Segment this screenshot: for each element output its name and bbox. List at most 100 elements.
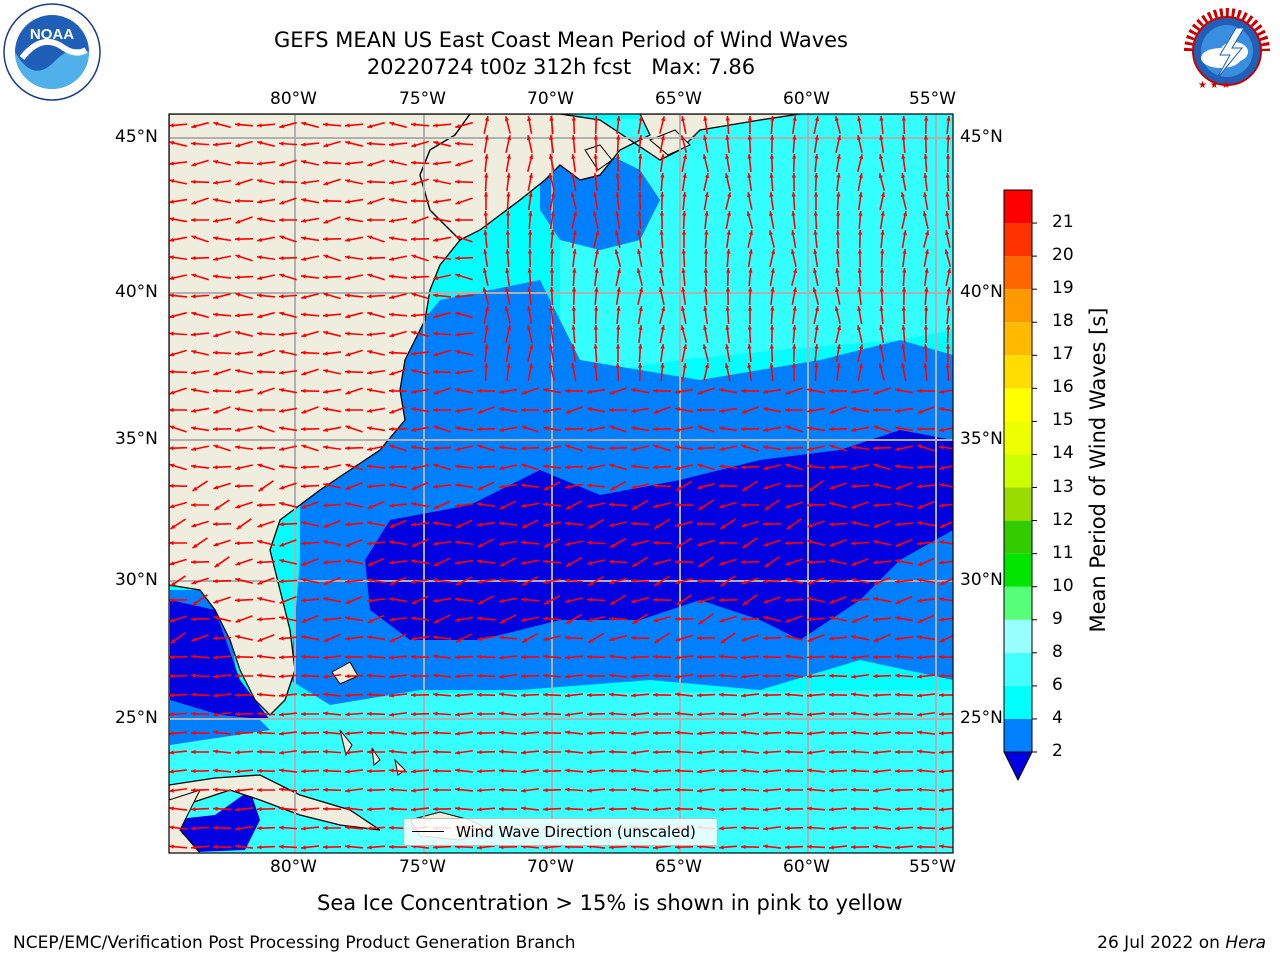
wave-direction-arrowhead [213,218,218,223]
wave-direction-arrowhead [499,465,505,471]
wave-direction-arrowhead [257,580,263,585]
wave-direction-arrowhead [653,483,658,488]
wave-direction-arrowhead [720,638,726,644]
wave-direction-arrowhead [631,426,636,431]
wave-direction-arrowhead [594,249,599,255]
wave-direction-arrowhead [257,523,263,528]
wave-direction-arrowhead [829,807,834,812]
wave-direction-arrowhead [807,408,812,413]
wave-direction-arrowhead [235,181,241,186]
wave-direction-arrowhead [807,426,812,431]
wave-direction-arrowhead [548,173,553,179]
wave-direction-arrowhead [829,730,834,736]
wave-direction-arrowhead [367,349,373,355]
wave-direction-arrowhead [433,711,438,716]
wave-direction-arrowhead [521,769,526,774]
wave-direction-arrowhead [785,561,791,566]
wave-direction-arrowhead [571,287,577,292]
wave-direction-arrowhead [499,635,504,640]
wave-direction-arrowhead [455,235,461,240]
wave-direction-arrowhead [747,135,752,140]
wave-direction-arrowhead [902,211,908,217]
wave-direction-arrowhead [528,211,533,216]
wave-direction-arrowhead [411,143,417,148]
wave-direction-arrowhead [323,368,329,374]
wave-direction-arrowhead [301,730,306,736]
wave-direction-arrowhead [719,388,725,393]
colorbar-tick-label: 13 [1052,476,1074,497]
wave-direction-arrowhead [895,464,900,469]
wave-direction-arrowhead [725,325,730,330]
wave-direction-arrowhead [411,407,416,412]
wave-direction-arrowhead [345,255,350,260]
wave-direction-arrowhead [433,446,438,451]
wave-direction-arrowhead [367,256,372,261]
wave-direction-arrowhead [455,179,460,184]
wave-direction-arrowhead [345,217,350,222]
wave-direction-arrowhead [411,636,416,641]
wave-direction-arrowhead [323,445,328,450]
footer-date-text: 26 Jul 2022 on [1097,933,1226,953]
colorbar-segment [1004,718,1032,752]
wave-direction-arrowhead [213,465,218,470]
wave-direction-arrowhead [235,844,240,849]
wave-direction-arrowhead [814,344,819,349]
wave-direction-arrowhead [433,561,439,566]
wave-direction-arrowhead [389,388,394,394]
wave-direction-arrowhead [834,116,839,122]
wave-direction-arrowhead [301,180,306,185]
wave-direction-arrowhead [879,135,884,140]
wave-direction-arrowhead [191,179,196,184]
wave-direction-arrowhead [301,692,306,698]
wave-direction-arrowhead [477,579,482,584]
wave-direction-arrowhead [587,483,592,488]
wave-direction-arrowhead [741,617,746,622]
wave-direction-arrowhead [235,389,240,394]
wave-direction-arrowhead [609,407,614,413]
wave-direction-arrowhead [257,178,263,184]
wave-direction-arrowhead [345,390,351,395]
wave-direction-arrowhead [901,173,906,179]
wave-direction-arrowhead [389,256,395,262]
wave-direction-arrowhead [748,268,753,273]
wave-direction-arrowhead [506,173,511,178]
wave-direction-arrowhead [411,502,416,507]
wave-direction-arrowhead [213,655,218,660]
wave-direction-arrowhead [411,427,417,432]
colorbar-segment [1004,421,1032,455]
colorbar-tick-label: 12 [1052,509,1074,530]
wave-direction-arrowhead [704,211,709,216]
wave-direction-arrowhead [895,711,900,716]
wave-direction-arrowhead [856,135,862,141]
wave-direction-arrowhead [455,332,460,337]
wave-direction-arrowhead [499,844,504,850]
wave-direction-arrowhead [389,540,394,545]
wave-direction-arrowhead [191,730,196,736]
wave-direction-arrowhead [411,769,416,774]
wave-direction-arrowhead [675,787,680,792]
wave-direction-arrowhead [411,485,417,490]
wave-direction-arrowhead [433,787,438,793]
wave-direction-arrowhead [235,313,240,318]
wave-direction-arrowhead [812,287,817,293]
wave-direction-arrowhead [411,542,417,547]
wave-direction-arrowhead [169,540,174,546]
wave-direction-arrowhead [851,577,857,583]
wave-direction-arrowhead [829,599,835,604]
wave-direction-arrowhead [895,522,900,527]
wave-direction-arrowhead [323,617,328,622]
wave-direction-arrowhead [923,344,928,349]
wave-direction-arrowhead [323,254,329,259]
wind-wave-direction-vectors [169,115,953,850]
wave-direction-arrowhead [169,769,174,774]
wave-direction-arrowhead [873,693,878,698]
wave-direction-arrowhead [895,426,900,431]
footer-credit: NCEP/EMC/Verification Post Processing Pr… [13,933,576,953]
wave-direction-arrowhead [807,580,813,585]
wave-direction-arrowhead [631,521,636,526]
wave-direction-arrowhead [703,135,708,141]
wave-direction-arrowhead [807,825,812,830]
wave-direction-arrowhead [565,693,570,698]
wave-direction-arrowhead [367,200,373,205]
wave-direction-arrowhead [593,173,598,178]
